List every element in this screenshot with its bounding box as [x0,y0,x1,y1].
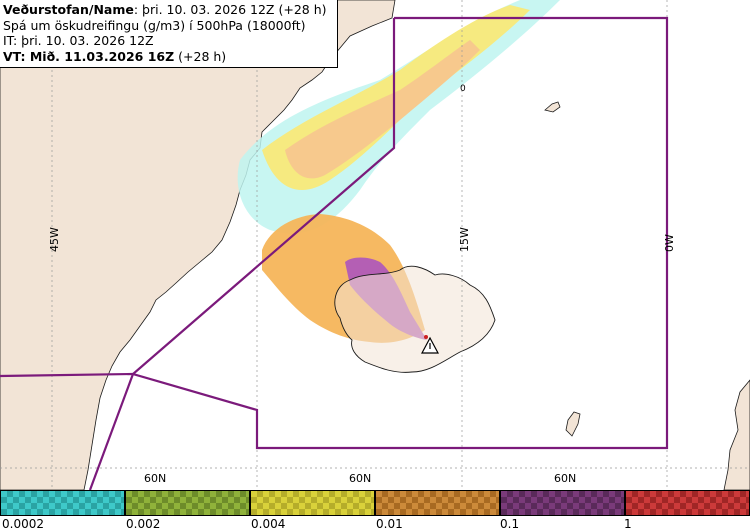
lon-label-0w: 0W [663,234,676,252]
lat-label-60n-1: 60N [144,472,166,485]
legend-tick-2: 0.002 [126,517,161,531]
norway-coast [723,379,750,490]
lon-label-15w: 15W [458,227,471,252]
legend-tick-6: 1 [624,517,632,531]
header-line-3: IT: þri. 10. 03. 2026 12Z [3,33,154,48]
header-run-time: : þri. 10. 03. 2026 12Z (+28 h) [133,2,327,17]
forecast-info-box: Veðurstofan/Name: þri. 10. 03. 2026 12Z … [0,0,338,68]
graticule [0,0,750,490]
legend-swatch-3 [250,490,375,516]
legend-swatch-4 [375,490,500,516]
faroe-island [565,411,581,437]
lat-label-60n-3: 60N [554,472,576,485]
iceland-landmass [334,265,496,373]
legend-tick-3: 0.004 [251,517,286,531]
ash-plume-low [237,0,560,234]
lon-label-45w: 45W [48,227,61,252]
agency-name: Veðurstofan/Name [3,2,134,17]
legend-tick-1: 0.0002 [2,517,44,531]
lat-label-60n-2: 60N [349,472,371,485]
concentration-legend: 0.0002 0.002 0.004 0.01 0.1 1 [0,490,750,532]
header-line-4: VT: Mið. 11.03.2026 16Z (+28 h) [3,49,333,65]
legend-swatch-6 [625,490,750,516]
contour-label: 0 [460,84,466,94]
valid-time-offset: (+28 h) [174,48,227,64]
fir-boundary [0,16,669,490]
legend-tick-4: 0.01 [376,517,403,531]
legend-tick-5: 0.1 [500,517,520,531]
legend-swatch-1 [0,490,125,516]
legend-swatch-2 [125,490,250,516]
map-canvas: 45W 15W 0W 60N 60N 60N 0 [0,0,750,490]
header-line-1: Veðurstofan/Name: þri. 10. 03. 2026 12Z … [3,2,333,18]
island-east [544,101,561,113]
legend-swatch-5 [500,490,625,516]
header-line-2: Spá um öskudreifingu (g/m3) í 500hPa (18… [3,17,306,33]
valid-time: VT: Mið. 11.03.2026 16Z [3,48,175,64]
volcano-warning-icon [421,335,439,354]
